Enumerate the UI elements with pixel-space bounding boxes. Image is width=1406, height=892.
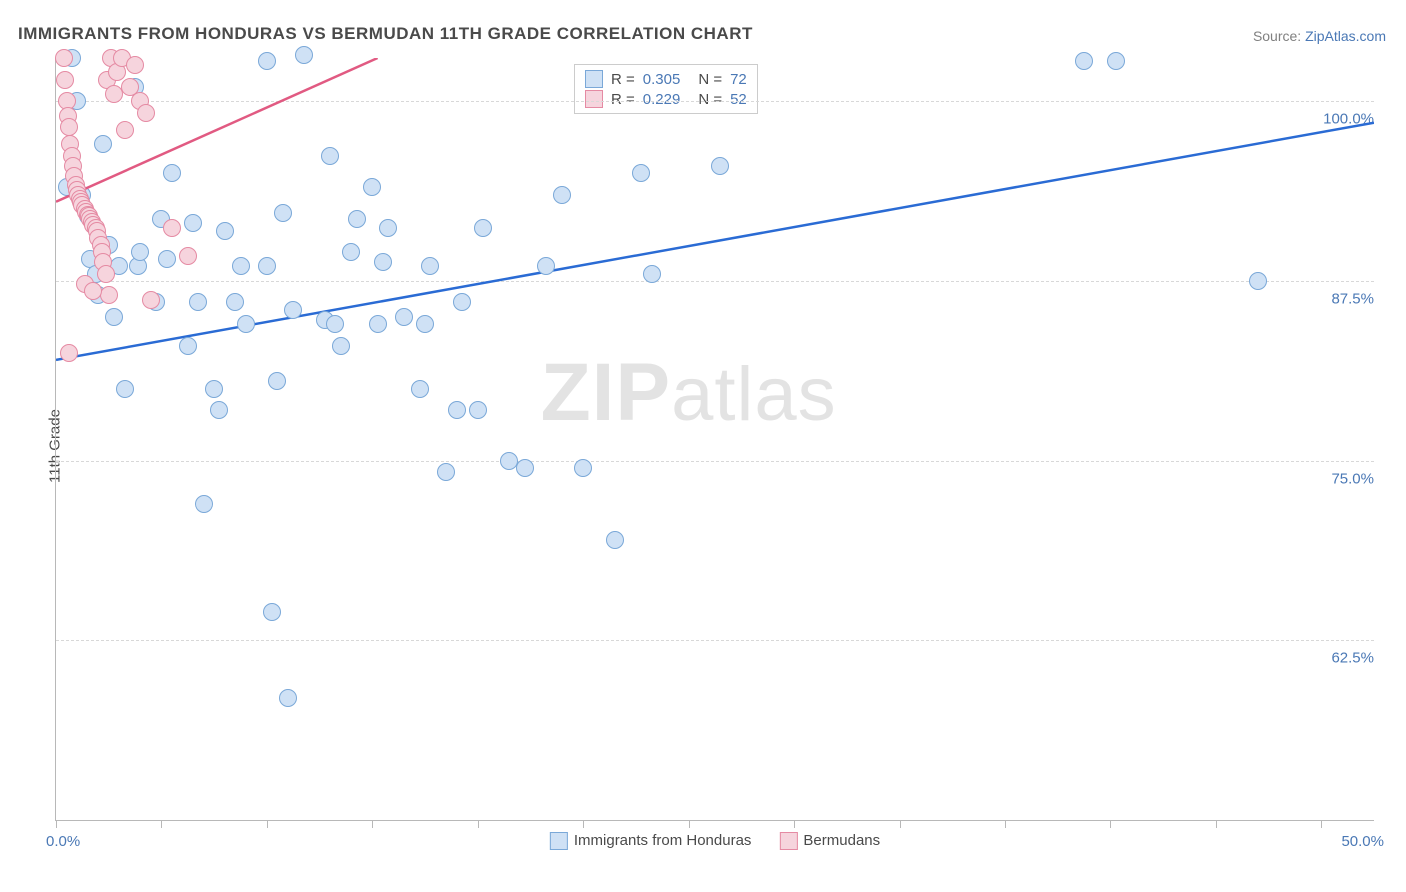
series-name-2: Bermudans [803, 832, 880, 849]
data-point [142, 291, 160, 309]
series-swatch-1 [550, 832, 568, 850]
data-point [126, 56, 144, 74]
x-tick [1110, 820, 1111, 828]
x-tick [372, 820, 373, 828]
data-point [60, 344, 78, 362]
trend-line [56, 58, 1374, 820]
data-point [60, 118, 78, 136]
chart-plot-area: ZIPatlas R = 0.305 N = 72 R = 0.229 N = … [55, 58, 1374, 821]
data-point [84, 282, 102, 300]
data-point [179, 247, 197, 265]
data-point [163, 219, 181, 237]
x-tick [56, 820, 57, 828]
series-legend-item-1: Immigrants from Honduras [550, 832, 752, 850]
series-swatch-2 [779, 832, 797, 850]
data-point [116, 121, 134, 139]
data-point [100, 286, 118, 304]
x-tick [900, 820, 901, 828]
x-tick [161, 820, 162, 828]
data-point [97, 265, 115, 283]
series-name-1: Immigrants from Honduras [574, 832, 752, 849]
x-tick [478, 820, 479, 828]
x-axis-min-label: 0.0% [46, 833, 80, 850]
chart-title: IMMIGRANTS FROM HONDURAS VS BERMUDAN 11T… [18, 24, 753, 44]
series-legend-item-2: Bermudans [779, 832, 880, 850]
x-tick [267, 820, 268, 828]
data-point [137, 104, 155, 122]
source-label: Source: ZipAtlas.com [1253, 28, 1386, 44]
source-value: ZipAtlas.com [1305, 28, 1386, 44]
x-tick [1005, 820, 1006, 828]
x-tick [583, 820, 584, 828]
series-legend: Immigrants from Honduras Bermudans [550, 832, 880, 850]
x-tick [794, 820, 795, 828]
x-tick [1321, 820, 1322, 828]
data-point [56, 71, 74, 89]
x-tick [1216, 820, 1217, 828]
x-axis-max-label: 50.0% [1341, 833, 1384, 850]
source-text: Source: [1253, 28, 1301, 44]
data-point [55, 49, 73, 67]
x-tick [689, 820, 690, 828]
